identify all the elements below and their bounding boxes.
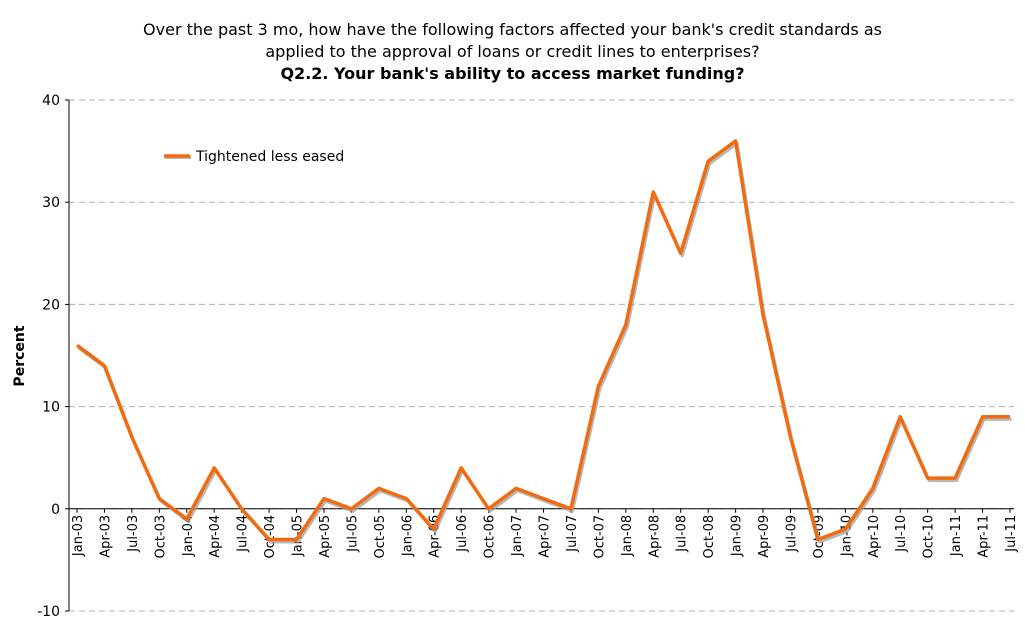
y-tick-label: 30: [42, 195, 60, 211]
x-tick-label: Oct-10: [922, 515, 937, 559]
x-tick-label: Apr-09: [757, 515, 772, 558]
x-tick-label: Jul-09: [784, 515, 799, 553]
chart-title: Q2.2. Your bank's ability to access mark…: [280, 64, 745, 83]
x-tick-label: Jul-04: [236, 515, 251, 553]
x-tick-label: Oct-04: [263, 515, 278, 559]
x-tick-label: Oct-07: [592, 515, 607, 559]
x-tick-label: Jul-06: [455, 515, 470, 553]
x-tick-label: Apr-05: [318, 515, 333, 558]
legend-label: Tightened less eased: [195, 149, 344, 165]
x-tick-label: Jul-11: [1004, 515, 1019, 553]
x-tick-label: Oct-08: [702, 515, 717, 559]
x-tick-label: Jan-07: [510, 515, 525, 557]
x-tick-label: Oct-05: [373, 515, 388, 559]
x-tick-label: Apr-03: [98, 515, 113, 558]
x-tick-label: Apr-04: [208, 515, 223, 558]
chart-title-line-1: Over the past 3 mo, how have the followi…: [143, 20, 882, 39]
x-tick-label: Jul-05: [345, 515, 360, 553]
x-tick-label: Jan-06: [400, 515, 415, 557]
x-tick-label: Jan-11: [949, 515, 964, 557]
chart-title-line-2: applied to the approval of loans or cred…: [265, 42, 760, 61]
x-tick-label: Oct-06: [483, 515, 498, 559]
x-tick-label: Jan-03: [71, 515, 86, 557]
x-tick-label: Oct-03: [153, 515, 168, 559]
y-tick-label: 40: [42, 93, 60, 109]
y-tick-label: -10: [37, 604, 60, 620]
x-tick-label: Jul-10: [894, 515, 909, 553]
x-tick-label: Jan-09: [730, 515, 745, 557]
x-tick-label: Jul-08: [675, 515, 690, 553]
x-tick-label: Apr-10: [867, 515, 882, 558]
y-tick-label: 20: [42, 297, 60, 313]
y-tick-label: 0: [51, 502, 60, 518]
x-tick-label: Apr-08: [647, 515, 662, 558]
x-tick-label: Jul-03: [126, 515, 141, 553]
x-tick-label: Apr-11: [977, 515, 992, 558]
series-line: [75, 139, 1010, 542]
x-tick-label: Jul-07: [565, 515, 580, 553]
series-line-shadow: [77, 141, 1012, 544]
x-tick-label: Jan-08: [620, 515, 635, 557]
y-tick-label: 10: [42, 400, 60, 416]
x-tick-label: Jan-04: [181, 515, 196, 557]
x-tick-label: Apr-07: [538, 515, 553, 558]
